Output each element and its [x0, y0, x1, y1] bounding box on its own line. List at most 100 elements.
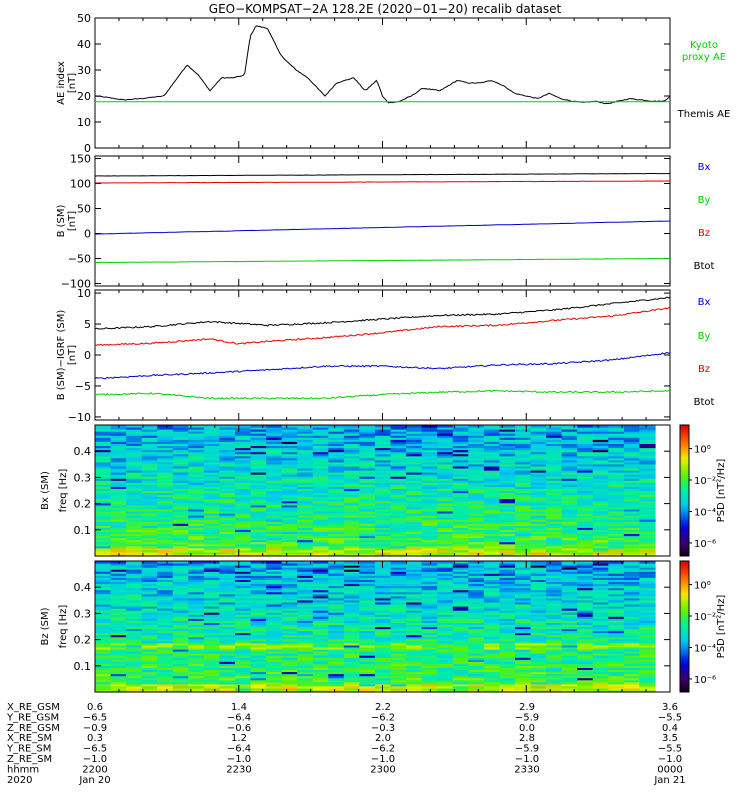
spectrogram-cell [250, 589, 267, 593]
spectrogram-cell [343, 445, 361, 449]
spectrogram-cell [515, 500, 532, 504]
spectrogram-cell [250, 628, 267, 632]
spectrogram-cell [359, 669, 376, 673]
spectrogram-cell [592, 663, 609, 666]
spectrogram-cell [328, 433, 345, 436]
spectrogram-cell [188, 439, 205, 442]
spectrogram-cell [499, 468, 516, 471]
spectrogram-cell [328, 567, 345, 570]
spectrogram-cell [452, 632, 469, 636]
spectrogram-cell [281, 541, 298, 545]
spectrogram-cell [328, 549, 345, 553]
spectrogram-cell [592, 565, 609, 568]
spectrogram-cell [250, 669, 267, 673]
spectrogram-cell [639, 525, 656, 528]
spectrogram-cell [203, 513, 221, 516]
spectrogram-cell [577, 683, 594, 687]
spectrogram-cell [515, 622, 532, 625]
spectrogram-cell [452, 583, 469, 587]
spectrogram-cell [219, 593, 236, 597]
spectrogram-cell [328, 644, 345, 648]
spectrogram-cell [639, 449, 656, 453]
spectrogram-cell [468, 659, 485, 662]
spectrogram-cell [328, 587, 345, 591]
spectrogram-cell [608, 577, 625, 580]
legend-label: Bx [698, 297, 711, 308]
spectrogram-cell [499, 445, 516, 449]
spectrogram-cell [235, 506, 252, 510]
spectrogram-cell [437, 667, 454, 670]
spectrogram-cell [406, 663, 423, 666]
spectrogram-cell [483, 587, 501, 591]
spectrogram-cell [95, 622, 112, 625]
spectrogram-cell [328, 476, 345, 479]
spectrogram-cell [421, 449, 438, 453]
spectrogram-cell [359, 504, 376, 508]
spectrogram-cell [297, 567, 314, 570]
spectrogram-cell [421, 525, 438, 528]
spectrogram-cell [608, 589, 625, 593]
spectrogram-cell [359, 506, 376, 510]
spectrogram-cell [172, 492, 189, 496]
spectrogram-cell [250, 441, 267, 444]
spectrogram-cell [483, 640, 501, 644]
spectrogram-cell [110, 480, 127, 483]
spectrogram-cell [359, 486, 376, 489]
spectrogram-cell [406, 488, 423, 492]
spectrogram-cell [452, 663, 469, 666]
spectrogram-cell [390, 523, 407, 526]
spectrogram-cell [452, 463, 469, 467]
spectrogram-cell [328, 515, 345, 518]
spectrogram-cell [515, 457, 532, 461]
spectrogram-cell [421, 610, 438, 613]
spectrogram-cell [188, 651, 205, 654]
spectrogram-cell [499, 451, 516, 455]
spectrogram-cell [126, 500, 143, 504]
spectrogram-cell [328, 478, 345, 481]
spectrogram-cell [375, 665, 392, 668]
spectrogram-cell [157, 451, 174, 455]
spectrogram-cell [219, 506, 236, 510]
spectrogram-cell [437, 551, 454, 555]
spectrogram-cell [266, 628, 283, 632]
spectrogram-cell [452, 465, 469, 469]
spectrogram-cell [141, 571, 158, 574]
spectrogram-cell [110, 649, 127, 652]
spectrogram-cell [515, 606, 532, 609]
spectrogram-cell [281, 551, 298, 555]
spectrogram-cell [390, 573, 407, 576]
spectrogram-cell [390, 585, 407, 589]
spectrogram-cell [110, 659, 127, 662]
spectrogram-cell [141, 470, 158, 473]
spectrogram-cell [452, 539, 469, 543]
spectrogram-cell [203, 541, 221, 545]
spectrogram-cell [141, 502, 158, 506]
spectrogram-cell [188, 653, 205, 656]
spectrogram-cell [343, 655, 361, 658]
spectrogram-cell [235, 618, 252, 621]
spectrogram-cell [561, 433, 578, 436]
spectrogram-cell [250, 587, 267, 591]
spectrogram-cell [421, 541, 438, 545]
spectrogram-cell [297, 587, 314, 591]
spectrogram-cell [452, 519, 469, 522]
spectrogram-cell [281, 470, 298, 473]
spectrogram-cell [250, 614, 267, 617]
spectrogram-cell [608, 687, 625, 691]
spectrogram-cell [437, 506, 454, 510]
spectrogram-cell [468, 618, 485, 621]
spectrogram-cell [359, 610, 376, 613]
spectrogram-cell [375, 457, 392, 461]
spectrogram-cell [483, 490, 501, 494]
spectrogram-cell [530, 606, 547, 609]
spectrogram-cell [452, 604, 469, 607]
spectrogram-cell [577, 616, 594, 619]
spectrogram-cell [406, 583, 423, 587]
spectrogram-cell [546, 441, 563, 444]
spectrogram-cell [561, 429, 578, 432]
spectrogram-cell [188, 543, 205, 547]
spectrogram-cell [188, 599, 205, 603]
spectrogram-cell [312, 459, 329, 463]
spectrogram-cell [608, 679, 625, 683]
spectrogram-cell [126, 675, 143, 679]
